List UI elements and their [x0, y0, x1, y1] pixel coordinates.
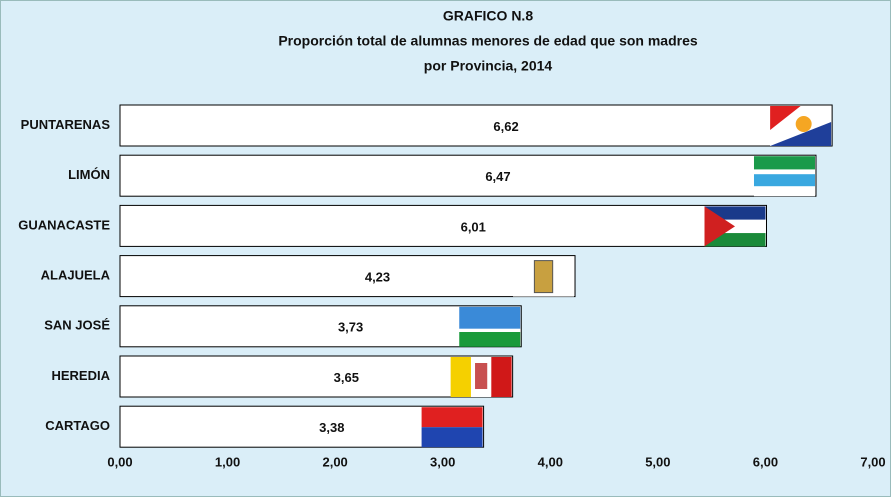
y-tick-label: PUNTARENAS [21, 117, 111, 132]
x-tick-label: 2,00 [322, 454, 347, 469]
y-tick-label: CARTAGO [45, 418, 110, 433]
y-tick-label: HEREDIA [51, 368, 110, 383]
flag-part [795, 116, 812, 132]
bar [119, 204, 768, 247]
flag-part [421, 407, 483, 428]
x-tick-label: 5,00 [645, 454, 670, 469]
flag-part [421, 427, 483, 448]
x-tick-label: 7,00 [860, 454, 885, 469]
flag-part [770, 122, 832, 146]
value-label: 6,62 [493, 119, 518, 134]
flag-part [450, 357, 471, 397]
value-label: 3,73 [338, 320, 363, 335]
bar [119, 104, 833, 147]
flag-part [533, 260, 554, 294]
x-tick-label: 4,00 [538, 454, 563, 469]
flag-part [770, 106, 801, 130]
flag [421, 407, 483, 448]
flag-part [753, 174, 815, 187]
x-tick-label: 6,00 [753, 454, 778, 469]
flag-part [704, 206, 736, 247]
y-tick-label: LIMÓN [68, 167, 110, 182]
flag-part [459, 306, 521, 329]
y-tick-label: GUANACASTE [18, 217, 110, 232]
flag [770, 106, 832, 146]
flag [513, 256, 575, 297]
flag [704, 206, 766, 247]
bar [119, 154, 817, 197]
value-label: 3,65 [334, 370, 359, 385]
flag-part [475, 363, 488, 389]
y-tick-label: SAN JOSÉ [44, 318, 110, 333]
x-tick-label: 3,00 [430, 454, 455, 469]
flag [753, 156, 815, 197]
bar [119, 305, 522, 348]
flag-part [491, 357, 512, 397]
chart-title: GRAFICO N.8 [443, 8, 533, 24]
value-label: 4,23 [365, 270, 390, 285]
flag [459, 306, 521, 347]
y-tick-label: ALAJUELA [41, 268, 111, 283]
flag-part [459, 328, 521, 332]
x-tick-label: 0,00 [107, 454, 132, 469]
value-label: 6,01 [461, 219, 486, 234]
value-label: 3,38 [319, 420, 344, 435]
chart-subtitle: por Provincia, 2014 [424, 58, 553, 74]
bar [119, 355, 514, 398]
flag-part [753, 156, 815, 170]
bar [119, 255, 576, 298]
x-tick-label: 1,00 [215, 454, 240, 469]
flag-part [459, 332, 521, 347]
value-label: 6,47 [485, 169, 510, 184]
flag [450, 357, 512, 397]
chart-subtitle: Proporción total de alumnas menores de e… [278, 33, 698, 49]
